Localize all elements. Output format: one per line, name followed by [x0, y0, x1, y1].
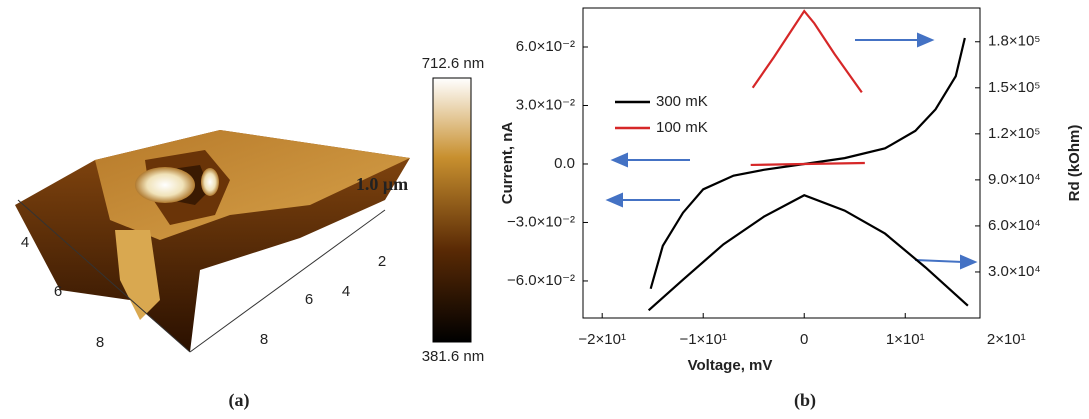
- y-tick-label: 3.0×10⁻²: [516, 96, 575, 113]
- plot-frame: [582, 7, 981, 319]
- y2-tick-label: 3.0×10⁴: [988, 263, 1041, 280]
- y-tick-label: 6.0×10⁻²: [516, 38, 575, 55]
- legend-label: 300 mK: [656, 93, 708, 110]
- series-line: [750, 161, 865, 167]
- axis-label: 8: [260, 331, 268, 348]
- axis-label: 6: [305, 291, 313, 308]
- caption: (b): [794, 390, 816, 411]
- height-scale: 1.0 μm: [356, 174, 408, 194]
- axis-label: 6: [54, 283, 62, 300]
- y2-axis-title: Rd (kOhm): [1066, 125, 1083, 202]
- axis-label: 4: [342, 283, 350, 300]
- afm-surface: [15, 130, 410, 353]
- x-tick-label: −1×10¹: [679, 331, 727, 348]
- x-tick-label: −2×10¹: [578, 331, 626, 348]
- y2-tick-label: 1.2×10⁵: [988, 125, 1041, 142]
- x-tick-label: 2×10¹: [987, 331, 1026, 348]
- series-line: [647, 194, 969, 312]
- x-axis-title: Voltage, mV: [688, 357, 773, 374]
- colorbar-max: 712.6 nm: [422, 55, 485, 72]
- colorbar: [432, 77, 472, 343]
- y-tick-label: −3.0×10⁻²: [507, 213, 575, 230]
- y-tick-label: −6.0×10⁻²: [507, 272, 575, 289]
- colorbar-min: 381.6 nm: [422, 348, 485, 365]
- legend-label: 100 mK: [656, 119, 708, 136]
- axis-label: 4: [21, 234, 29, 251]
- y-tick-label: 0.0: [554, 155, 575, 172]
- x-tick-label: 0: [800, 331, 808, 348]
- y2-tick-label: 1.8×10⁵: [988, 33, 1041, 50]
- caption: (a): [229, 390, 250, 411]
- arrows: [605, 32, 978, 270]
- y2-tick-label: 9.0×10⁴: [988, 171, 1041, 188]
- series-line: [751, 9, 863, 94]
- y-axis-title: Current, nA: [499, 122, 516, 205]
- axis-label: 8: [96, 334, 104, 351]
- axis-label: 2: [378, 253, 386, 270]
- x-tick-label: 1×10¹: [886, 331, 925, 348]
- y2-tick-label: 1.5×10⁵: [988, 79, 1041, 96]
- y2-tick-label: 6.0×10⁴: [988, 217, 1041, 234]
